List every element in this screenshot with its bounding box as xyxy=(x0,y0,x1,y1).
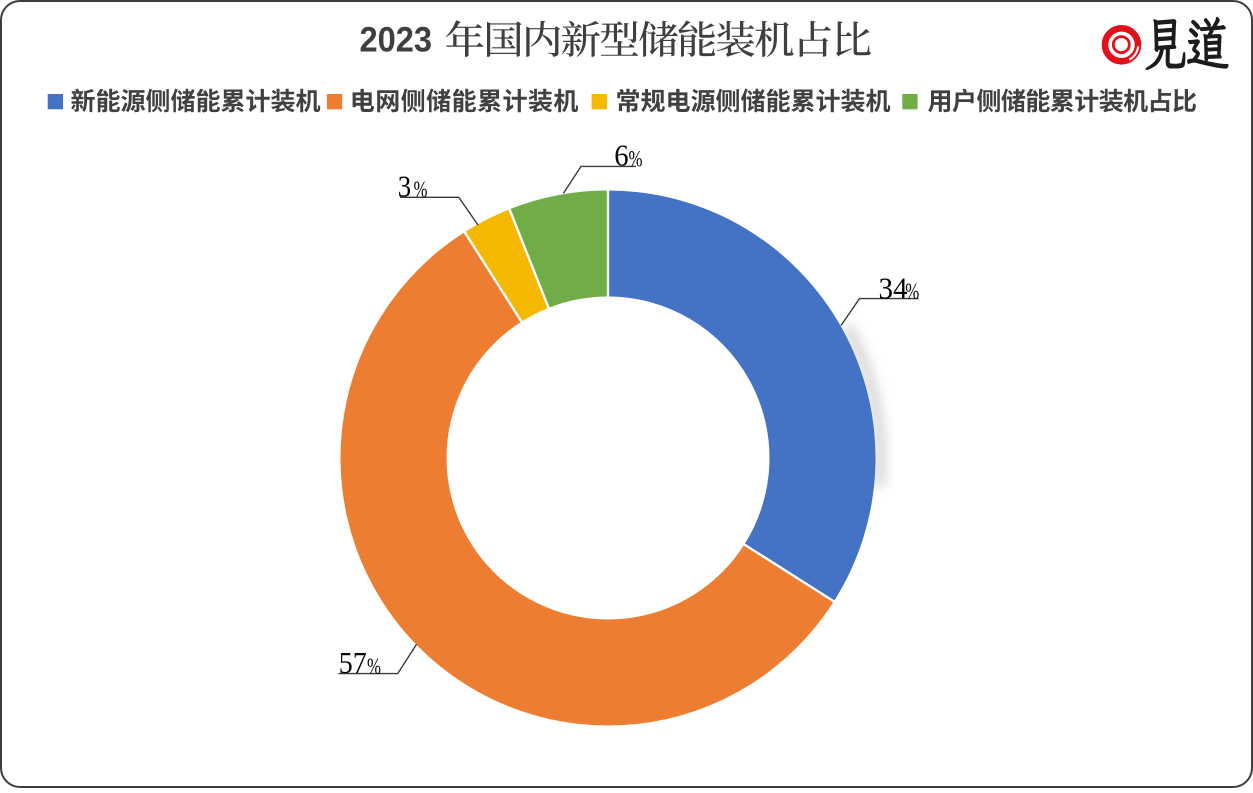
svg-text:57: 57 xyxy=(339,645,367,680)
svg-text:%: % xyxy=(629,146,643,171)
svg-text:6: 6 xyxy=(614,137,628,172)
svg-text:3: 3 xyxy=(398,168,411,203)
svg-text:%: % xyxy=(414,177,428,202)
svg-text:2023: 2023 xyxy=(360,21,433,60)
svg-text:34: 34 xyxy=(879,270,908,305)
svg-text:%: % xyxy=(367,654,381,679)
svg-text:%: % xyxy=(905,279,919,304)
